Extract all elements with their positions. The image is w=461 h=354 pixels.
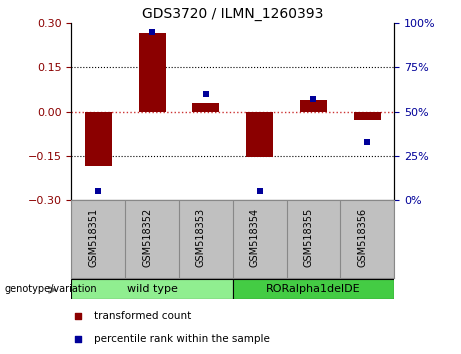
Bar (85, 112, 112, 166)
Text: GSM518351: GSM518351 (89, 208, 98, 267)
Text: GSM518354: GSM518354 (250, 208, 260, 267)
Text: GSM518356: GSM518356 (357, 208, 367, 267)
Text: transformed count: transformed count (94, 311, 191, 321)
Bar (233, 279, 394, 299)
Bar (354, 112, 381, 120)
Text: wild type: wild type (127, 284, 177, 294)
Bar (139, 33, 165, 112)
Point (74, 336, 82, 341)
Text: GSM518353: GSM518353 (196, 208, 206, 267)
Text: GSM518355: GSM518355 (303, 208, 313, 267)
Point (148, 29, 156, 35)
Point (74, 313, 82, 319)
Bar (246, 112, 273, 157)
Bar (71, 279, 233, 299)
Point (256, 188, 263, 194)
Text: RORalpha1delDE: RORalpha1delDE (266, 284, 361, 294)
Title: GDS3720 / ILMN_1260393: GDS3720 / ILMN_1260393 (142, 7, 324, 21)
Point (364, 139, 371, 144)
Bar (193, 103, 219, 112)
Point (202, 91, 210, 97)
Text: genotype/variation: genotype/variation (5, 284, 97, 294)
Text: percentile rank within the sample: percentile rank within the sample (94, 333, 270, 343)
Point (310, 96, 317, 102)
Text: GSM518352: GSM518352 (142, 208, 152, 267)
Point (95, 188, 102, 194)
Bar (300, 100, 327, 112)
